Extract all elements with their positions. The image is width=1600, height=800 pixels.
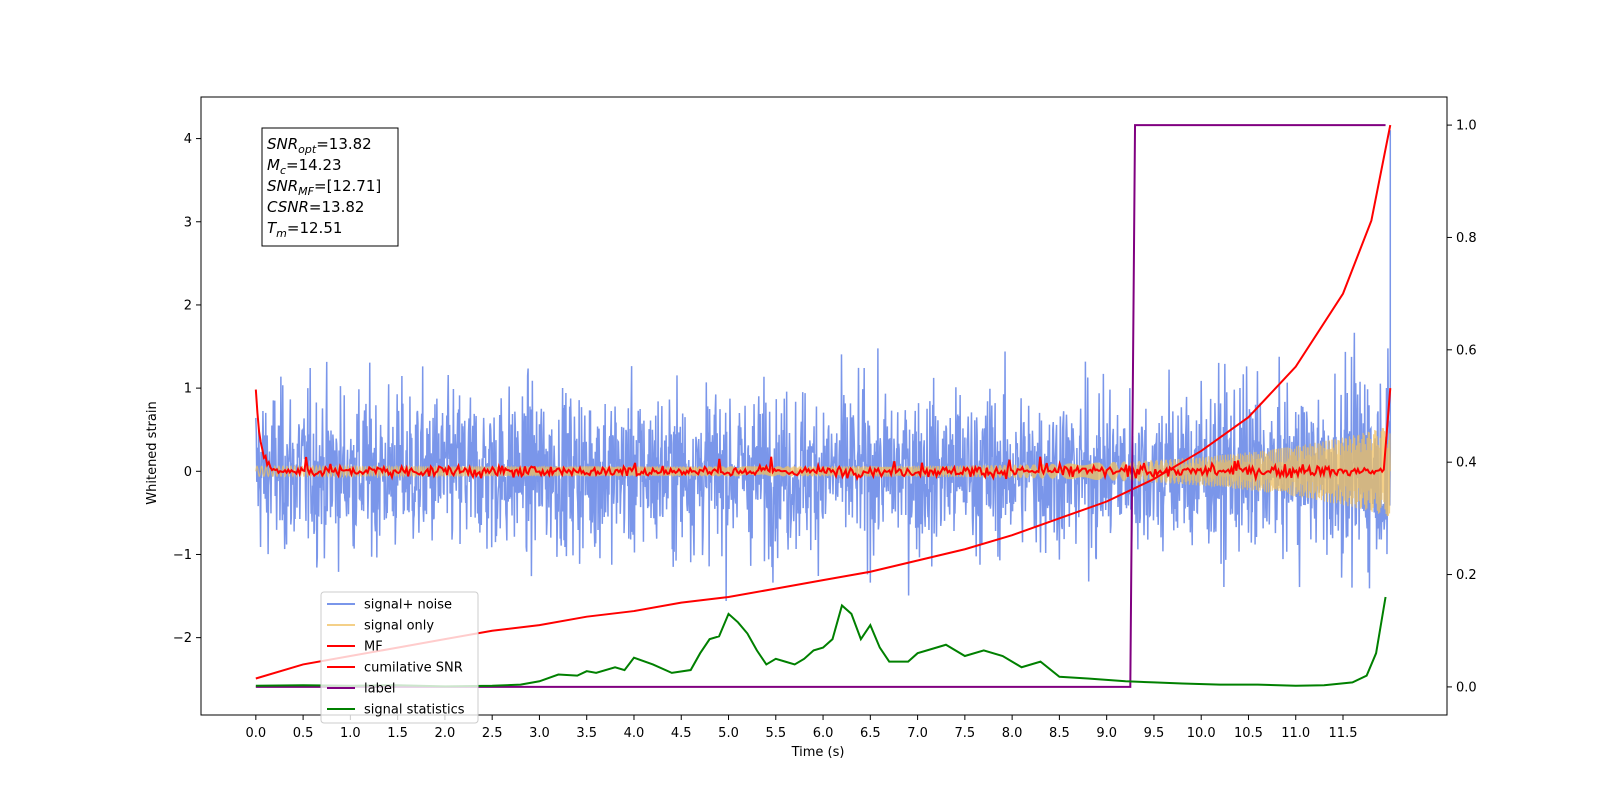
x-tick-label: 0.0 [245,726,266,741]
y-tick-label: 2 [184,298,192,313]
y-tick-label: 1 [184,382,192,397]
y2-tick-label: 0.2 [1456,568,1477,583]
y-axis-label: Whitened strain [145,401,160,504]
info-line: SNRMF=[12.71] [267,177,381,198]
info-line: SNRopt=13.82 [267,135,372,156]
x-tick-label: 1.5 [387,726,408,741]
info-box-frame [261,127,399,247]
y2-tick-label: 0.4 [1456,456,1477,471]
signal-noise-line [255,130,1392,602]
y-tick-label: −2 [173,631,192,646]
info-line: Tm=12.51 [267,219,342,240]
legend: signal+ noise signal only MF cumilative SNR… [320,591,479,724]
y-tick-label: −1 [173,548,192,563]
info-line: CSNR=13.82 [267,198,364,216]
x-tick-label: 8.5 [1049,726,1070,741]
x-tick-label: 2.5 [482,726,503,741]
y2-tick-label: 0.6 [1456,343,1477,358]
x-tick-label: 5.5 [765,726,786,741]
x-tick-label: 0.5 [293,726,314,741]
x-tick-label: 7.0 [907,726,928,741]
x-tick-label: 7.5 [955,726,976,741]
x-tick-label: 5.0 [718,726,739,741]
y-tick-label: 4 [184,132,192,147]
x-tick-label: 10.0 [1187,726,1216,741]
signal-statistics-line [255,596,1387,688]
info-box: SNRopt=13.82Mc=14.23SNRMF=[12.71]CSNR=13… [261,127,399,247]
y-tick-label: 0 [184,465,192,480]
x-tick-label: 8.0 [1002,726,1023,741]
y-tick-label: 3 [184,215,192,230]
x-tick-label: 11.0 [1281,726,1310,741]
label-line [255,124,1386,688]
legend-label: cumilative SNR [364,661,463,676]
legend-label: signal statistics [364,703,465,718]
x-tick-label: 6.0 [813,726,834,741]
y2-tick-label: 0.8 [1456,231,1477,246]
legend-label: signal+ noise [364,598,452,613]
x-tick-label: 9.0 [1096,726,1117,741]
x-tick-label: 1.0 [340,726,361,741]
x-tick-label: 11.5 [1329,726,1358,741]
axes-frame [200,96,1448,716]
x-tick-label: 3.5 [576,726,597,741]
legend-frame [320,591,479,724]
x-tick-label: 10.5 [1234,726,1263,741]
x-axis-label: Time (s) [791,745,845,760]
axes: 0.0 0.5 1.0 1.5 2.0 2.5 3.0 3.5 4.0 4.5 5.0 5.5 6.0 6… [173,96,1477,741]
x-tick-label: 3.0 [529,726,550,741]
legend-label: label [364,682,395,697]
y2-tick-label: 1.0 [1456,119,1477,134]
x-tick-label: 4.5 [671,726,692,741]
legend-label: signal only [364,619,434,634]
legend-label: MF [364,640,383,655]
x-tick-label: 9.5 [1144,726,1165,741]
x-tick-label: 6.5 [860,726,881,741]
x-tick-label: 2.0 [435,726,456,741]
x-tick-label: 4.0 [624,726,645,741]
mf-line [254,388,1392,483]
info-line: Mc=14.23 [267,156,342,177]
y2-tick-label: 0.0 [1456,680,1477,695]
